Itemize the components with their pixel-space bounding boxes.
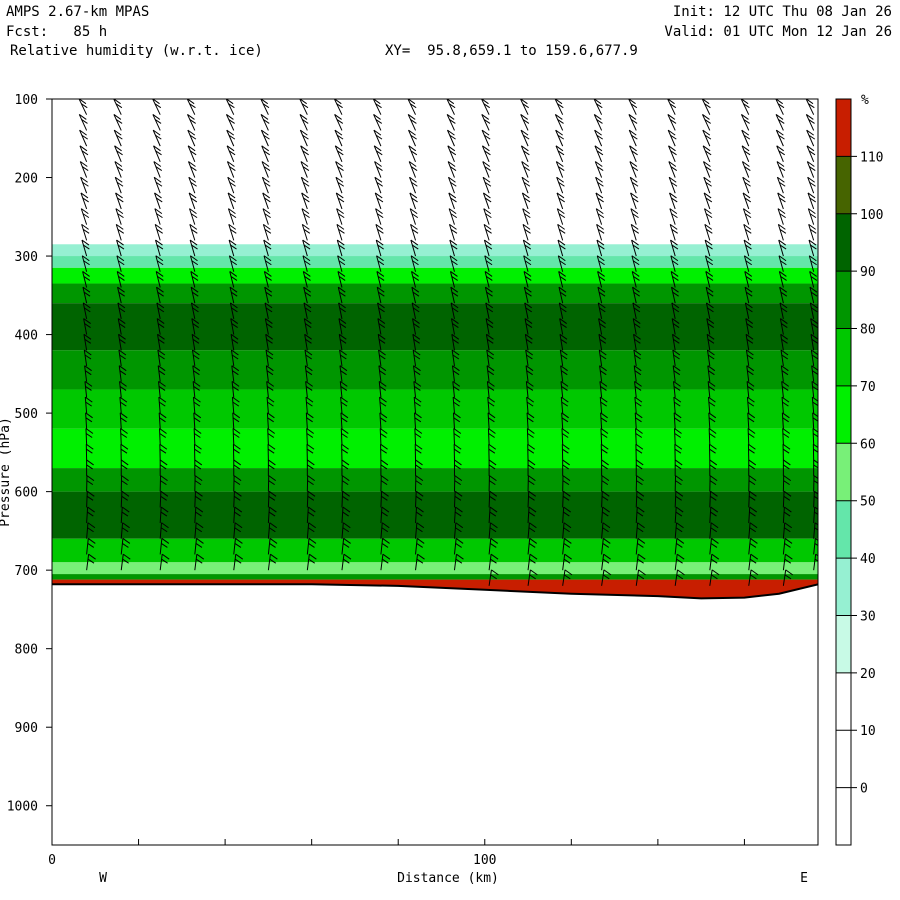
colorbar-level-label: 60 <box>860 437 876 452</box>
wind-barb-column <box>554 99 573 586</box>
rh-layer <box>52 562 818 575</box>
colorbar-swatch <box>836 615 851 673</box>
colorbar-level-label: 90 <box>860 265 876 280</box>
forecast-hour: Fcst: 85 h <box>6 24 108 40</box>
colorbar-swatch <box>836 443 851 501</box>
y-tick-label: 300 <box>15 250 38 265</box>
wind-barb-column <box>186 99 205 571</box>
colorbar-level-label: 0 <box>860 782 868 797</box>
y-axis-label: Pressure (hPa) <box>0 417 13 527</box>
colorbar-swatch <box>836 500 851 559</box>
x-tick-label: 0 <box>48 853 56 868</box>
rh-layer <box>52 350 818 390</box>
colorbar-unit: % <box>861 93 869 108</box>
y-tick-label: 500 <box>15 407 38 422</box>
terrain-mask <box>52 583 818 845</box>
colorbar-level-label: 10 <box>860 724 876 739</box>
x-left-end-label: W <box>99 871 107 886</box>
y-tick-label: 100 <box>15 93 38 108</box>
colorbar-swatch <box>836 385 851 444</box>
y-tick-label: 900 <box>15 721 38 736</box>
colorbar-swatch <box>836 730 851 788</box>
wind-barb-column <box>260 99 278 571</box>
wind-barb-column <box>372 99 391 571</box>
x-axis: 0 100 <box>48 839 745 868</box>
x-right-end-label: E <box>800 871 808 886</box>
y-tick-label: 200 <box>15 172 38 187</box>
rh-layer <box>52 389 818 429</box>
colorbar-level-label: 80 <box>860 323 876 338</box>
below-ground-area <box>52 584 818 845</box>
colorbar-level-label: 40 <box>860 552 876 567</box>
model-title: AMPS 2.67-km MPAS <box>6 4 150 20</box>
wind-barb-column <box>775 99 794 586</box>
rh-layer <box>52 574 818 580</box>
colorbar-swatch <box>836 672 851 731</box>
wind-barb-column <box>519 99 538 586</box>
colorbar-level-label: 20 <box>860 667 876 682</box>
wind-barb-column <box>407 99 425 571</box>
wind-barb-column <box>225 99 244 571</box>
y-tick-label: 700 <box>15 564 38 579</box>
x-tick-label: 100 <box>473 853 496 868</box>
colorbar-swatch <box>836 558 851 616</box>
rh-layer <box>52 244 818 257</box>
rh-layer <box>52 303 818 351</box>
surface-line <box>52 583 818 600</box>
rh-layer <box>52 283 818 304</box>
rh-contour-fill <box>52 244 818 602</box>
rh-layer <box>52 256 818 268</box>
colorbar-swatch <box>836 99 851 157</box>
y-tick-label: 1000 <box>7 800 38 815</box>
colorbar-swatch <box>836 213 851 272</box>
colorbar-swatch <box>836 271 851 329</box>
colorbar-level-label: 50 <box>860 495 876 510</box>
wind-barb-column <box>805 99 818 571</box>
wind-barb-column <box>446 99 464 571</box>
wind-barb-column <box>152 99 170 571</box>
colorbar-level-label: 30 <box>860 609 876 624</box>
colorbar: 0 10 20 30 40 50 60 70 80 90 100 110 <box>835 98 883 846</box>
wind-barb-column <box>333 99 352 571</box>
wind-barbs <box>78 99 818 586</box>
colorbar-swatch <box>836 156 851 214</box>
rh-layer <box>52 538 818 563</box>
wind-barb-column <box>667 99 685 586</box>
colorbar-level-label: 70 <box>860 380 876 395</box>
wind-barb-column <box>481 99 499 586</box>
rh-layer <box>52 428 818 469</box>
valid-time: Valid: 01 UTC Mon 12 Jan 26 <box>664 24 892 40</box>
wind-barb-column <box>628 99 646 586</box>
field-name: Relative humidity (w.r.t. ice) <box>10 43 263 59</box>
plot-frame <box>51 98 819 846</box>
x-axis-label: Distance (km) <box>397 871 499 886</box>
colorbar-level-label: 110 <box>860 150 883 165</box>
wind-barb-column <box>593 99 612 586</box>
xy-range: XY= 95.8,659.1 to 159.6,677.9 <box>385 43 638 59</box>
colorbar-swatch <box>836 328 851 386</box>
y-axis: 100 200 300 400 500 600 700 800 900 1000 <box>7 93 52 815</box>
wind-barb-column <box>78 99 96 571</box>
rh-layer <box>52 491 818 539</box>
wind-barb-column <box>701 99 720 586</box>
y-tick-label: 400 <box>15 329 38 344</box>
init-time: Init: 12 UTC Thu 08 Jan 26 <box>672 4 892 20</box>
wind-barb-column <box>299 99 317 571</box>
colorbar-frame <box>835 98 852 846</box>
y-tick-label: 600 <box>15 486 38 501</box>
wind-barb-column <box>113 99 131 571</box>
rh-layer <box>52 267 818 284</box>
wind-barb-column <box>740 99 759 586</box>
rh-layer <box>52 468 818 492</box>
colorbar-swatch <box>836 787 851 845</box>
colorbar-level-label: 100 <box>860 208 883 223</box>
y-tick-label: 800 <box>15 643 38 658</box>
